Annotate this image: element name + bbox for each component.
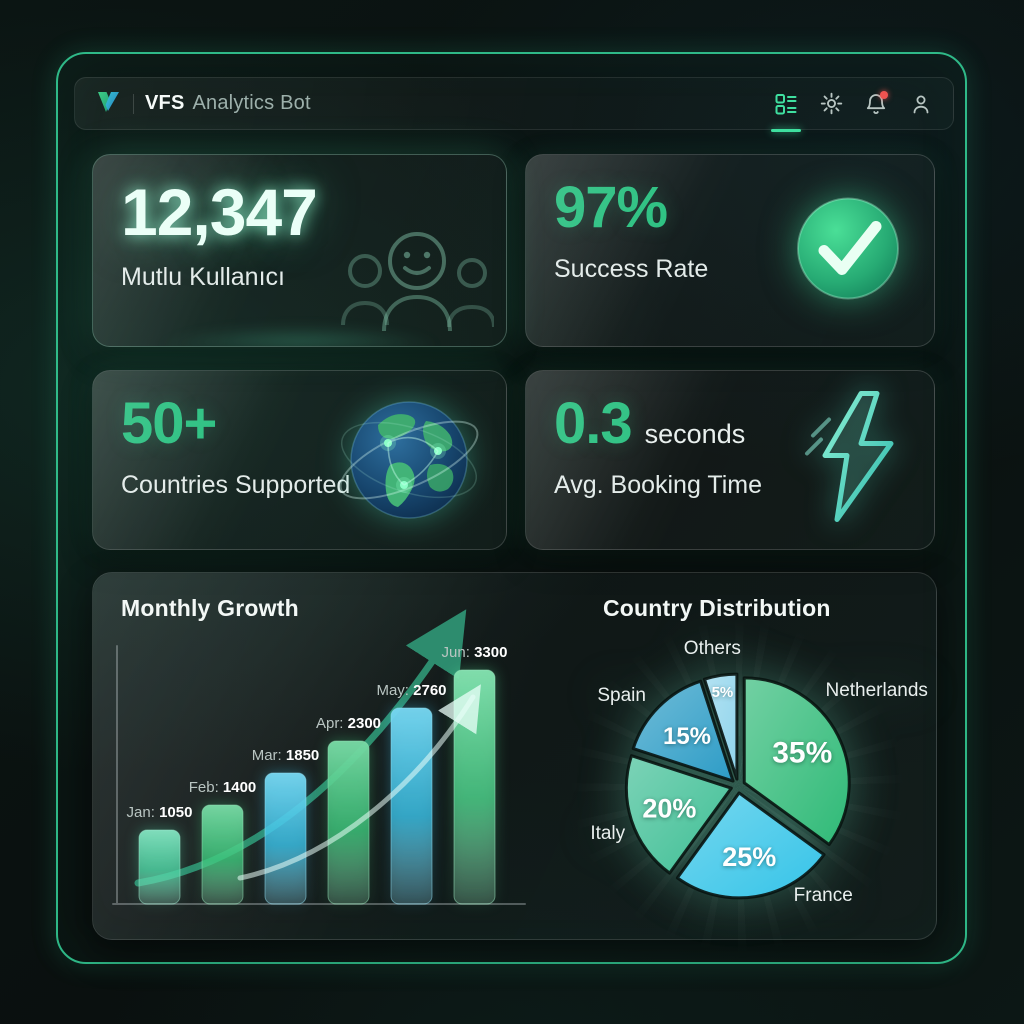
dashboard-frame: VFS Analytics Bot bbox=[56, 52, 967, 964]
svg-text:15%: 15% bbox=[663, 723, 711, 750]
stat-card-booking-time: 0.3 seconds Avg. Booking Time bbox=[525, 370, 935, 550]
user-icon[interactable] bbox=[907, 90, 935, 118]
notification-badge bbox=[880, 90, 888, 99]
success-rate-value: 97% bbox=[554, 175, 668, 240]
header-nav-icons bbox=[771, 90, 935, 132]
dashboard-icon[interactable] bbox=[771, 90, 801, 132]
vfs-logo-icon bbox=[95, 88, 122, 120]
svg-text:Jun: 3300: Jun: 3300 bbox=[442, 644, 508, 661]
svg-text:Jan: 1050: Jan: 1050 bbox=[127, 804, 193, 821]
svg-text:Others: Others bbox=[684, 638, 741, 659]
booking-time-unit: seconds bbox=[644, 419, 746, 449]
stat-card-success-rate: 97% Success Rate bbox=[525, 154, 935, 347]
app-title: VFS Analytics Bot bbox=[145, 92, 311, 115]
svg-text:Mar: 1850: Mar: 1850 bbox=[252, 747, 320, 764]
app-title-rest: Analytics Bot bbox=[192, 92, 311, 114]
stat-card-happy-users: 12,347 Mutlu Kullanıcı bbox=[92, 154, 507, 347]
svg-text:25%: 25% bbox=[722, 842, 776, 872]
countries-label: Countries Supported bbox=[121, 471, 351, 499]
gear-icon[interactable] bbox=[817, 90, 845, 118]
app-title-bold: VFS bbox=[145, 92, 185, 114]
distribution-chart-title: Country Distribution bbox=[603, 595, 831, 621]
brand-divider bbox=[133, 93, 134, 114]
svg-text:Apr: 2300: Apr: 2300 bbox=[316, 715, 381, 732]
booking-time-value: 0.3 bbox=[554, 391, 633, 456]
happy-users-label: Mutlu Kullanıcı bbox=[121, 263, 285, 291]
stat-card-countries: 50+ Countries Supported bbox=[92, 370, 507, 550]
svg-text:Feb: 1400: Feb: 1400 bbox=[189, 779, 257, 796]
svg-text:France: France bbox=[794, 885, 853, 906]
svg-text:May: 2760: May: 2760 bbox=[376, 682, 446, 699]
happy-users-value: 12,347 bbox=[121, 175, 318, 249]
header-bar: VFS Analytics Bot bbox=[74, 77, 954, 132]
charts-panel: Monthly Growth Country Distribution Jan:… bbox=[92, 572, 937, 963]
svg-text:Spain: Spain bbox=[597, 685, 646, 706]
bell-icon[interactable] bbox=[862, 90, 890, 118]
monthly-growth-bar-chart: Jan: 1050 Feb: 1400 Mar: 1850 Apr: 2300 May:… bbox=[112, 609, 526, 905]
country-distribution-pie-chart: 35% Netherlands 25% France 20% Italy 15% Spain 5… bbox=[590, 638, 928, 906]
svg-text:5%: 5% bbox=[712, 684, 734, 701]
svg-text:Italy: Italy bbox=[590, 823, 625, 844]
svg-text:20%: 20% bbox=[642, 793, 696, 823]
success-rate-label: Success Rate bbox=[554, 255, 709, 283]
countries-value: 50+ bbox=[121, 391, 217, 456]
booking-time-label: Avg. Booking Time bbox=[554, 471, 762, 499]
growth-chart-title: Monthly Growth bbox=[121, 595, 299, 621]
brand: VFS Analytics Bot bbox=[95, 88, 311, 120]
svg-text:Netherlands: Netherlands bbox=[825, 680, 927, 701]
svg-text:35%: 35% bbox=[772, 736, 832, 769]
active-tab-underline bbox=[771, 128, 801, 132]
